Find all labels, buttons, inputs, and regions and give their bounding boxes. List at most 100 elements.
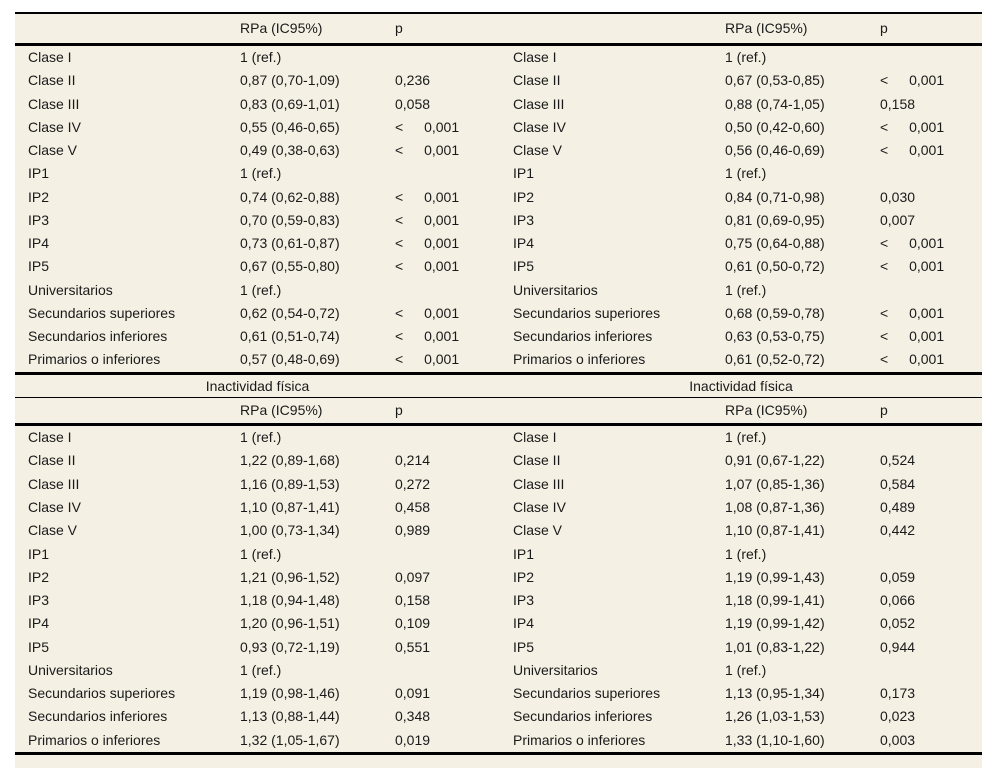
row-panel-right: Clase IV 0,50 (0,42-0,60) < 0,001 bbox=[500, 116, 982, 139]
row-panel-left: Clase I 1 (ref.) bbox=[15, 426, 500, 449]
table-row: IP4 1,20 (0,96-1,51) 0,109 IP4 1,19 (0,99-1,… bbox=[15, 612, 982, 635]
table-row: Secundarios inferiores 1,13 (0,88-1,44) 0,… bbox=[15, 705, 982, 728]
row-label: Universitarios bbox=[28, 281, 113, 298]
rpa-value: 1 (ref.) bbox=[725, 281, 767, 298]
rpa-value: 1 (ref.) bbox=[240, 49, 282, 65]
table-row: Clase I 1 (ref.) Clase I 1 (ref.) bbox=[15, 46, 982, 69]
table-row: Secundarios superiores 1,19 (0,98-1,46) 0,… bbox=[15, 682, 982, 705]
p-value: < 0,001 bbox=[395, 351, 460, 368]
rpa-value: 1 (ref.) bbox=[240, 661, 282, 678]
row-panel-left: Primarios o inferiores 0,57 (0,48-0,69) < … bbox=[15, 348, 500, 371]
p-value bbox=[395, 279, 500, 302]
row-label: Clase II bbox=[513, 72, 561, 89]
rpa-value: 1,10 (0,87-1,41) bbox=[240, 499, 340, 516]
header-bottom-rule bbox=[15, 43, 982, 46]
row-panel-left: Universitarios 1 (ref.) bbox=[15, 279, 500, 302]
p-value: 0,214 bbox=[395, 452, 431, 469]
row-panel-right: IP1 1 (ref.) bbox=[500, 543, 982, 566]
row-label: IP2 bbox=[513, 188, 535, 205]
rpa-value: 1 (ref.) bbox=[240, 429, 282, 446]
section-1-rows: Clase I 1 (ref.) Clase I 1 (ref.) Clase II 0,… bbox=[15, 46, 982, 372]
row-label: Primarios o inferiores bbox=[28, 351, 161, 368]
rpa-value: 1,16 (0,89-1,53) bbox=[240, 475, 340, 492]
row-label: Universitarios bbox=[513, 281, 598, 298]
p-value: < 0,001 bbox=[395, 118, 460, 135]
rpa-value: 1,32 (1,05-1,67) bbox=[240, 731, 340, 748]
rpa-column-header: RPa (IC95%) bbox=[725, 402, 808, 419]
row-label: Universitarios bbox=[28, 661, 113, 678]
row-label: IP2 bbox=[28, 568, 50, 585]
p-value: 0,023 bbox=[880, 708, 916, 725]
p-value: 0,173 bbox=[880, 685, 916, 702]
row-label: IP2 bbox=[513, 568, 535, 585]
row-label: Secundarios superiores bbox=[28, 685, 176, 702]
table-row: Clase IV 0,55 (0,46-0,65) < 0,001 Clase IV 0… bbox=[15, 116, 982, 139]
rpa-value: 1,33 (1,10-1,60) bbox=[725, 731, 825, 748]
p-value: < 0,001 bbox=[395, 211, 460, 228]
table-row: Clase III 1,16 (0,89-1,53) 0,272 Clase III 1… bbox=[15, 473, 982, 496]
rpa-value: 0,63 (0,53-0,75) bbox=[725, 328, 825, 345]
rpa-column-header: RPa (IC95%) bbox=[240, 20, 323, 36]
rpa-value: 0,73 (0,61-0,87) bbox=[240, 235, 340, 252]
table-row: Secundarios superiores 0,62 (0,54-0,72) < … bbox=[15, 302, 982, 325]
p-value: 0,097 bbox=[395, 568, 431, 585]
row-panel-left: Clase II 1,22 (0,89-1,68) 0,214 bbox=[15, 449, 500, 472]
p-value: 0,003 bbox=[880, 731, 916, 748]
row-panel-left: Secundarios superiores 1,19 (0,98-1,46) 0,… bbox=[15, 682, 500, 705]
p-value: 0,272 bbox=[395, 475, 431, 492]
rpa-value: 1,18 (0,94-1,48) bbox=[240, 592, 340, 609]
row-label: Secundarios superiores bbox=[513, 685, 661, 702]
header-panel-right: RPa (IC95%) p bbox=[500, 398, 982, 423]
row-panel-left: Clase I 1 (ref.) bbox=[15, 46, 500, 69]
row-label: IP4 bbox=[513, 615, 535, 632]
p-value: 0,091 bbox=[395, 685, 431, 702]
rpa-value: 0,57 (0,48-0,69) bbox=[240, 351, 340, 368]
row-label: Clase III bbox=[28, 95, 80, 112]
rpa-column-header: RPa (IC95%) bbox=[725, 20, 808, 36]
statistical-table: RPa (IC95%) p RPa (IC95%) p Clase I 1 (re… bbox=[15, 12, 982, 768]
row-label: Clase IV bbox=[28, 118, 81, 135]
row-panel-left: IP2 1,21 (0,96-1,52) 0,097 bbox=[15, 566, 500, 589]
rpa-value: 1 (ref.) bbox=[240, 281, 282, 298]
rpa-value: 1,26 (1,03-1,53) bbox=[725, 708, 825, 725]
rpa-value: 0,62 (0,54-0,72) bbox=[240, 304, 340, 321]
p-value: < 0,001 bbox=[880, 304, 945, 321]
p-value bbox=[880, 46, 982, 69]
row-panel-left: IP5 0,67 (0,55-0,80) < 0,001 bbox=[15, 255, 500, 278]
row-label: Secundarios inferiores bbox=[28, 328, 168, 345]
table-row: Clase IV 1,10 (0,87-1,41) 0,458 Clase IV 1,0… bbox=[15, 496, 982, 519]
row-panel-right: IP5 1,01 (0,83-1,22) 0,944 bbox=[500, 636, 982, 659]
row-panel-left: IP3 1,18 (0,94-1,48) 0,158 bbox=[15, 589, 500, 612]
row-label: Primarios o inferiores bbox=[28, 731, 161, 748]
row-panel-right: Universitarios 1 (ref.) bbox=[500, 279, 982, 302]
row-label: IP5 bbox=[513, 638, 535, 655]
rpa-value: 0,81 (0,69-0,95) bbox=[725, 211, 825, 228]
row-label: IP1 bbox=[28, 165, 50, 182]
table-row: IP4 0,73 (0,61-0,87) < 0,001 IP4 0,75 (0,64-… bbox=[15, 232, 982, 255]
row-panel-right: Clase II 0,91 (0,67-1,22) 0,524 bbox=[500, 449, 982, 472]
row-panel-left: Secundarios inferiores 0,61 (0,51-0,74) < … bbox=[15, 325, 500, 348]
p-value bbox=[880, 162, 982, 185]
row-panel-left: Universitarios 1 (ref.) bbox=[15, 659, 500, 682]
table-row: Clase I 1 (ref.) Clase I 1 (ref.) bbox=[15, 426, 982, 449]
row-label: Clase II bbox=[28, 72, 76, 89]
p-value: 0,007 bbox=[880, 211, 916, 228]
column-header-row-section-1: RPa (IC95%) p RPa (IC95%) p bbox=[15, 14, 982, 43]
row-label: IP1 bbox=[28, 545, 50, 562]
p-column-header: p bbox=[395, 402, 403, 419]
row-label: IP3 bbox=[28, 592, 50, 609]
p-value: 0,158 bbox=[880, 95, 916, 112]
rpa-value: 1 (ref.) bbox=[725, 661, 767, 678]
rpa-value: 0,50 (0,42-0,60) bbox=[725, 118, 825, 135]
table-top-rule bbox=[15, 12, 982, 14]
p-value: 0,030 bbox=[880, 188, 916, 205]
section-2-title-row: Inactividad física Inactividad física bbox=[15, 375, 982, 397]
rpa-value: 0,61 (0,52-0,72) bbox=[725, 351, 825, 368]
row-panel-right: Clase V 1,10 (0,87-1,41) 0,442 bbox=[500, 519, 982, 542]
rpa-value: 0,93 (0,72-1,19) bbox=[240, 638, 340, 655]
column-header-row-section-2: RPa (IC95%) p RPa (IC95%) p bbox=[15, 398, 982, 423]
row-panel-right: IP5 0,61 (0,50-0,72) < 0,001 bbox=[500, 255, 982, 278]
row-label: Clase II bbox=[513, 452, 561, 469]
rpa-value: 1,00 (0,73-1,34) bbox=[240, 522, 340, 539]
rpa-value: 1,13 (0,95-1,34) bbox=[725, 685, 825, 702]
